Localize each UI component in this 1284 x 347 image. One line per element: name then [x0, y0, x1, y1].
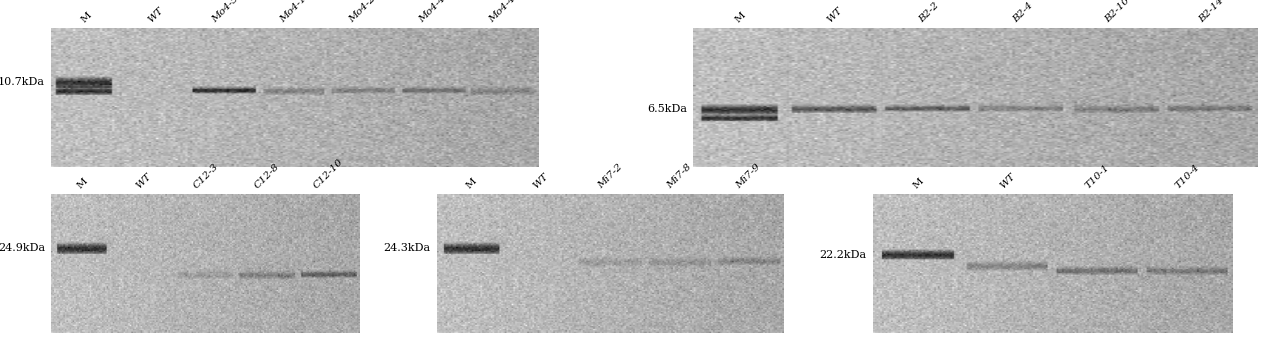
Text: Mo4-23: Mo4-23	[348, 0, 383, 24]
Text: Mo4-40: Mo4-40	[417, 0, 452, 24]
Text: C12-3: C12-3	[191, 162, 220, 191]
Text: Mo4-13: Mo4-13	[277, 0, 313, 24]
Text: WT: WT	[146, 6, 166, 24]
Text: 22.2kDa: 22.2kDa	[819, 250, 867, 260]
Text: B2-4: B2-4	[1011, 1, 1035, 24]
Text: WT: WT	[999, 172, 1017, 191]
Text: 10.7kDa: 10.7kDa	[0, 77, 45, 87]
Text: M: M	[733, 10, 747, 24]
Text: 24.9kDa: 24.9kDa	[0, 244, 45, 253]
Text: Mo4-48: Mo4-48	[487, 0, 521, 24]
Text: WT: WT	[532, 172, 550, 191]
Text: Mi7-8: Mi7-8	[665, 163, 693, 191]
Text: B2-14: B2-14	[1197, 0, 1225, 24]
Text: Mi7-9: Mi7-9	[734, 163, 763, 191]
Text: T10-4: T10-4	[1174, 163, 1202, 191]
Text: C12-10: C12-10	[312, 158, 345, 191]
Text: 24.3kDa: 24.3kDa	[383, 244, 430, 253]
Text: C12-8: C12-8	[253, 162, 281, 191]
Text: M: M	[76, 177, 89, 191]
Text: M: M	[80, 10, 94, 24]
Text: WT: WT	[135, 172, 153, 191]
Text: T10-1: T10-1	[1084, 163, 1112, 191]
Text: M: M	[465, 177, 478, 191]
Text: WT: WT	[826, 6, 844, 24]
Text: 6.5kDa: 6.5kDa	[647, 104, 687, 114]
Text: B2-2: B2-2	[917, 1, 941, 24]
Text: Mi7-2: Mi7-2	[596, 163, 624, 191]
Text: Mo4-5: Mo4-5	[211, 0, 240, 24]
Text: M: M	[912, 177, 924, 191]
Text: B2-10: B2-10	[1103, 0, 1131, 24]
